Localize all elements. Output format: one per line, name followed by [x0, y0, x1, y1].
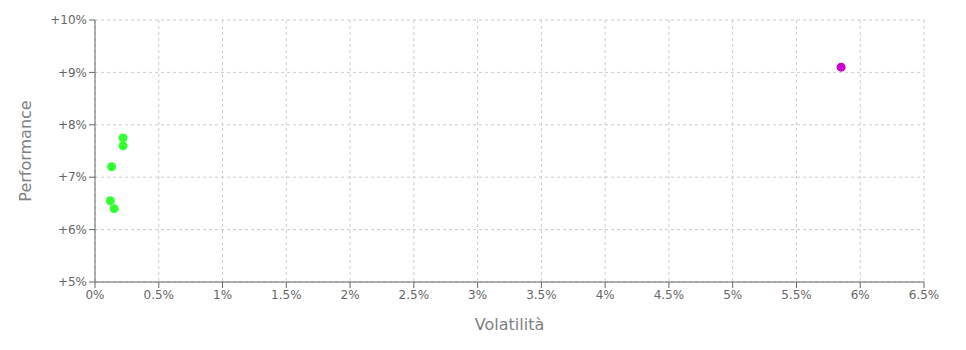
svg-text:5.5%: 5.5%	[781, 288, 812, 302]
svg-text:+6%: +6%	[58, 223, 87, 237]
svg-text:Performance: Performance	[16, 100, 35, 201]
svg-text:6.5%: 6.5%	[909, 288, 940, 302]
svg-text:2.5%: 2.5%	[399, 288, 430, 302]
svg-text:4%: 4%	[596, 288, 615, 302]
svg-text:+9%: +9%	[58, 66, 87, 80]
svg-text:+7%: +7%	[58, 170, 87, 184]
svg-text:+5%: +5%	[58, 275, 87, 289]
svg-text:3.5%: 3.5%	[526, 288, 557, 302]
svg-text:0%: 0%	[85, 288, 104, 302]
svg-text:5%: 5%	[723, 288, 742, 302]
svg-text:Volatilità: Volatilità	[475, 315, 544, 334]
svg-text:4.5%: 4.5%	[654, 288, 685, 302]
svg-text:1%: 1%	[213, 288, 232, 302]
svg-text:0.5%: 0.5%	[144, 288, 175, 302]
svg-text:2%: 2%	[341, 288, 360, 302]
svg-text:+10%: +10%	[50, 13, 87, 27]
svg-text:6%: 6%	[851, 288, 870, 302]
svg-text:1.5%: 1.5%	[271, 288, 302, 302]
svg-text:3%: 3%	[468, 288, 487, 302]
svg-text:+8%: +8%	[58, 118, 87, 132]
